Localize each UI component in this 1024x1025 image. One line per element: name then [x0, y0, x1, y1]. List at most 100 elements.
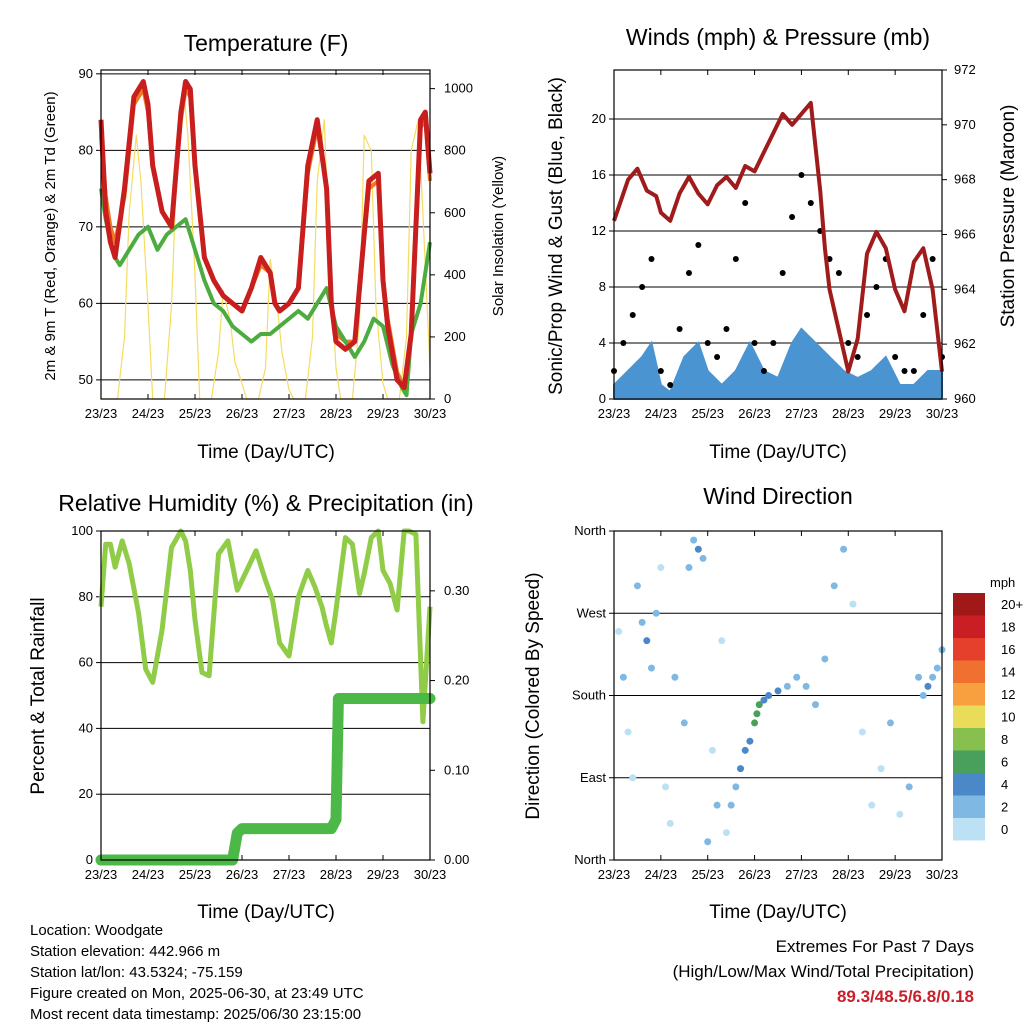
- humidity-ytick-label: 100: [71, 523, 93, 538]
- wind-gust-point: [667, 382, 674, 388]
- humidity-xtick-label: 25/23: [179, 867, 212, 882]
- wind-direction-ytick-label: West: [577, 605, 607, 620]
- wind-gust-point: [835, 270, 842, 276]
- wind-direction-point: [858, 728, 866, 736]
- wind-direction-point: [774, 687, 782, 695]
- wind-gust-point: [910, 368, 917, 374]
- humidity-xtick-label: 28/23: [320, 867, 353, 882]
- wind-gust-point: [873, 284, 880, 290]
- wind-direction-point: [765, 692, 773, 699]
- colorbar-label: 0: [1001, 822, 1008, 837]
- temperature-y2tick-label: 600: [444, 205, 466, 220]
- colorbar-label: 12: [1001, 687, 1015, 702]
- colorbar-swatch: [953, 750, 985, 773]
- wind-direction-point: [657, 564, 665, 572]
- humidity-series: [98, 528, 433, 725]
- winds-xtick-label: 23/23: [598, 406, 631, 421]
- wind-direction-point: [905, 783, 913, 791]
- wind-direction-point: [746, 737, 754, 745]
- wind-direction-point: [662, 783, 670, 791]
- wind-direction-point: [647, 664, 655, 672]
- winds-y2tick-label: 972: [954, 62, 976, 77]
- wind-gust-point: [929, 256, 936, 262]
- wind-direction-xtick-label: 27/23: [785, 867, 818, 882]
- winds-y2tick-label: 960: [954, 391, 976, 406]
- wind-gust-point: [901, 368, 908, 374]
- humidity-y2tick-label: 0.00: [444, 852, 469, 867]
- wind-direction-point: [840, 545, 848, 553]
- humidity-xtick-label: 26/23: [226, 867, 259, 882]
- temperature-xlabel: Time (Day/UTC): [197, 442, 335, 463]
- humidity-title: Relative Humidity (%) & Precipitation (i…: [58, 490, 473, 516]
- winds-plot-border: [613, 69, 943, 400]
- wind-gust-point: [845, 340, 852, 346]
- humidity-panel: Relative Humidity (%) & Precipitation (i…: [28, 490, 474, 923]
- colorbar-swatch: [953, 593, 985, 616]
- extremes-box: Extremes For Past 7 Days (High/Low/Max W…: [673, 934, 974, 1009]
- wind-direction-point: [666, 819, 674, 827]
- temperature-plot-border: [100, 69, 431, 400]
- wind-direction-point: [671, 673, 679, 681]
- winds-y2label: Station Pressure (Maroon): [998, 105, 1019, 328]
- wind-direction-point: [615, 628, 623, 636]
- temperature-y2tick-label: 400: [444, 267, 466, 282]
- wind-gust-point: [789, 214, 796, 220]
- wind-direction-point: [633, 582, 641, 590]
- winds-ytick-label: 12: [592, 223, 606, 238]
- figure-created: Figure created on Mon, 2025-06-30, at 23…: [30, 985, 364, 1002]
- station-info: Location: Woodgate Station elevation: 44…: [30, 920, 364, 1025]
- winds-xtick-label: 29/23: [879, 406, 912, 421]
- winds-ytick-label: 16: [592, 167, 606, 182]
- wind-gust-point: [657, 368, 664, 374]
- humidity-ytick-label: 60: [79, 655, 93, 670]
- temperature-xtick-label: 24/23: [132, 406, 165, 421]
- wind-direction-title: Wind Direction: [703, 483, 853, 509]
- wind-direction-point: [755, 701, 763, 709]
- temperature-ytick-label: 50: [79, 372, 93, 387]
- wind-direction-plot-border: [613, 530, 943, 861]
- wind-direction-point: [849, 600, 857, 608]
- humidity-xtick-label: 30/23: [414, 867, 447, 882]
- wind-direction-xtick-label: 30/23: [926, 867, 959, 882]
- wind-direction-point: [652, 609, 660, 617]
- temperature-ytick-label: 60: [79, 295, 93, 310]
- wind-gust-point: [695, 242, 702, 248]
- temperature-ytick-label: 70: [79, 219, 93, 234]
- temperature-y2label: Solar Insolation (Yellow): [490, 156, 507, 316]
- winds-y2tick-label: 962: [954, 336, 976, 351]
- wind-gust-point: [648, 256, 655, 262]
- wind-gust-point: [732, 256, 739, 262]
- wind-direction-point: [753, 710, 761, 718]
- wind-direction-point: [704, 838, 712, 846]
- colorbar-swatch: [953, 638, 985, 661]
- temperature-y2tick-label: 200: [444, 329, 466, 344]
- temperature-xtick-label: 25/23: [179, 406, 212, 421]
- humidity-ytick-label: 40: [79, 720, 93, 735]
- humidity-xtick-label: 23/23: [85, 867, 118, 882]
- humidity-ytick-label: 80: [79, 589, 93, 604]
- humidity-ytick-label: 0: [86, 852, 93, 867]
- wind-direction-point: [929, 673, 937, 681]
- wind-direction-point: [690, 536, 698, 544]
- humidity-ylabel: Percent & Total Rainfall: [28, 597, 49, 794]
- wind-gust-point: [864, 312, 871, 318]
- temperature-xtick-label: 23/23: [85, 406, 118, 421]
- humidity-xtick-label: 24/23: [132, 867, 165, 882]
- colorbar-label: 4: [1001, 777, 1008, 792]
- wind-sonic-series: [613, 327, 943, 400]
- winds-y2tick-label: 968: [954, 172, 976, 187]
- pressure-series: [612, 100, 944, 374]
- temperature-xtick-label: 28/23: [320, 406, 353, 421]
- wind-gust-point: [920, 312, 927, 318]
- winds-xtick-label: 25/23: [691, 406, 724, 421]
- winds-panel: Winds (mph) & Pressure (mb) Sonic/Prop W…: [546, 24, 1019, 463]
- temperature-xtick-label: 30/23: [414, 406, 447, 421]
- wind-direction-ytick-label: East: [580, 770, 606, 785]
- wind-direction-point: [896, 810, 904, 818]
- winds-xtick-label: 27/23: [785, 406, 818, 421]
- winds-ytick-label: 4: [599, 335, 606, 350]
- wind-direction-point: [802, 682, 810, 690]
- latest-timestamp: Most recent data timestamp: 2025/06/30 2…: [30, 1006, 362, 1023]
- wind-direction-point: [811, 701, 819, 709]
